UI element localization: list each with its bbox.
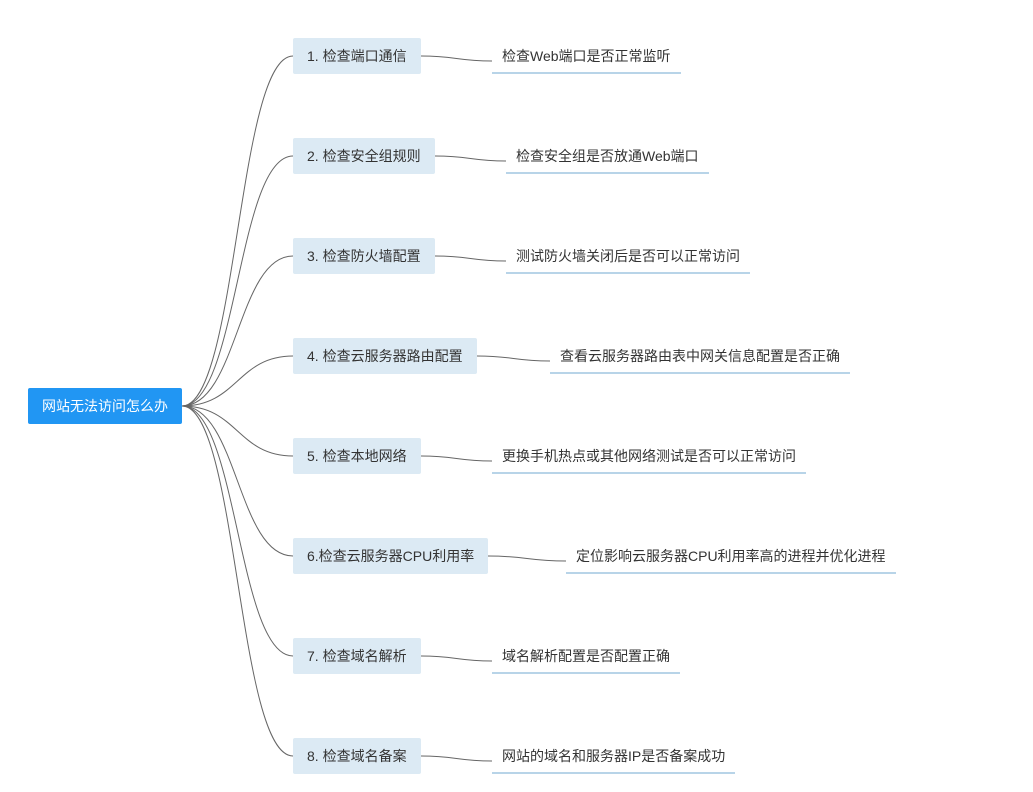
leaf-node-1: 检查Web端口是否正常监听	[492, 40, 681, 74]
branch-node-2: 2. 检查安全组规则	[293, 138, 435, 174]
leaf-node-6: 定位影响云服务器CPU利用率高的进程并优化进程	[566, 540, 896, 574]
branch-node-7: 7. 检查域名解析	[293, 638, 421, 674]
leaf-node-5: 更换手机热点或其他网络测试是否可以正常访问	[492, 440, 806, 474]
leaf-node-4: 查看云服务器路由表中网关信息配置是否正确	[550, 340, 850, 374]
branch-node-5: 5. 检查本地网络	[293, 438, 421, 474]
branch-node-3: 3. 检查防火墙配置	[293, 238, 435, 274]
leaf-node-8: 网站的域名和服务器IP是否备案成功	[492, 740, 735, 774]
leaf-node-2: 检查安全组是否放通Web端口	[506, 140, 709, 174]
branch-node-6: 6.检查云服务器CPU利用率	[293, 538, 488, 574]
branch-node-1: 1. 检查端口通信	[293, 38, 421, 74]
leaf-node-3: 测试防火墙关闭后是否可以正常访问	[506, 240, 750, 274]
branch-node-8: 8. 检查域名备案	[293, 738, 421, 774]
branch-node-4: 4. 检查云服务器路由配置	[293, 338, 477, 374]
leaf-node-7: 域名解析配置是否配置正确	[492, 640, 680, 674]
root-node: 网站无法访问怎么办	[28, 388, 182, 424]
